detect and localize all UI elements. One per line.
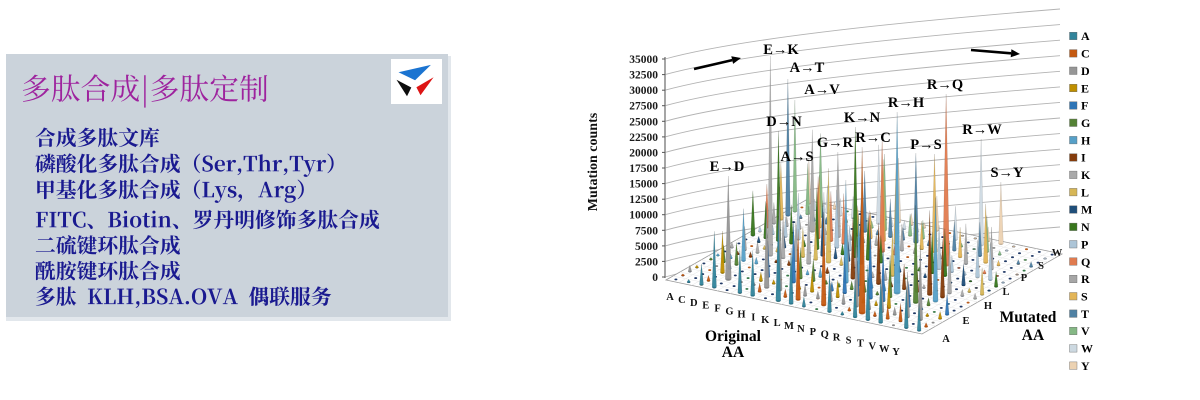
svg-text:A→S: A→S xyxy=(780,149,813,165)
svg-text:F: F xyxy=(714,304,720,315)
svg-text:P: P xyxy=(1021,273,1028,284)
svg-text:P: P xyxy=(810,327,817,338)
svg-text:R: R xyxy=(1081,272,1090,286)
svg-text:E→D: E→D xyxy=(710,159,745,175)
svg-text:C: C xyxy=(1081,47,1090,61)
svg-text:C: C xyxy=(678,295,686,306)
svg-text:K: K xyxy=(1081,168,1091,182)
svg-text:R→Q: R→Q xyxy=(927,77,963,93)
svg-text:K: K xyxy=(761,315,770,326)
svg-text:D→N: D→N xyxy=(766,114,802,130)
svg-text:22500: 22500 xyxy=(629,132,658,144)
svg-text:S: S xyxy=(1038,261,1044,272)
svg-text:P→S: P→S xyxy=(910,137,941,153)
svg-text:R→C: R→C xyxy=(855,130,890,146)
svg-text:AA: AA xyxy=(722,344,745,361)
svg-text:P: P xyxy=(1081,237,1088,251)
svg-text:A: A xyxy=(942,334,950,345)
svg-text:H: H xyxy=(984,301,992,312)
svg-text:E→K: E→K xyxy=(763,42,799,58)
svg-text:32500: 32500 xyxy=(629,70,658,82)
svg-text:H: H xyxy=(1081,133,1091,147)
svg-text:W: W xyxy=(1081,342,1093,356)
svg-text:Mutated: Mutated xyxy=(1000,309,1057,326)
svg-text:D: D xyxy=(690,298,698,309)
svg-text:17500: 17500 xyxy=(629,163,658,175)
svg-text:E: E xyxy=(962,316,969,327)
svg-text:Q: Q xyxy=(821,330,829,341)
svg-text:S: S xyxy=(846,336,852,347)
svg-text:27500: 27500 xyxy=(629,101,658,113)
svg-text:30000: 30000 xyxy=(629,85,658,97)
svg-text:W: W xyxy=(879,344,890,355)
svg-text:N: N xyxy=(1081,220,1090,234)
svg-text:Q: Q xyxy=(1081,255,1090,269)
svg-text:F: F xyxy=(1081,99,1088,113)
svg-text:L: L xyxy=(1081,185,1089,199)
svg-text:I: I xyxy=(1081,151,1086,165)
svg-text:T: T xyxy=(857,338,864,349)
svg-text:V: V xyxy=(869,341,877,352)
svg-text:Original: Original xyxy=(705,328,762,345)
svg-text:L: L xyxy=(1002,287,1009,298)
svg-text:R→H: R→H xyxy=(888,95,925,111)
svg-text:G→R: G→R xyxy=(817,135,854,151)
svg-text:L: L xyxy=(774,318,781,329)
svg-text:S: S xyxy=(1081,289,1088,303)
svg-text:A→T: A→T xyxy=(790,60,825,76)
svg-text:M: M xyxy=(1081,203,1092,217)
svg-text:W: W xyxy=(1052,248,1063,259)
svg-text:E: E xyxy=(1081,81,1089,95)
svg-text:T: T xyxy=(1081,307,1089,321)
svg-text:A: A xyxy=(1081,29,1090,43)
svg-text:G: G xyxy=(1081,116,1090,130)
svg-text:20000: 20000 xyxy=(629,147,658,159)
svg-text:Y: Y xyxy=(892,347,900,358)
svg-text:7500: 7500 xyxy=(635,225,658,237)
svg-text:25000: 25000 xyxy=(629,116,658,128)
svg-text:5000: 5000 xyxy=(635,241,658,253)
svg-text:15000: 15000 xyxy=(629,179,658,191)
svg-text:10000: 10000 xyxy=(629,210,658,222)
svg-text:G: G xyxy=(725,307,733,318)
svg-text:V: V xyxy=(1081,324,1090,338)
svg-text:H: H xyxy=(737,309,745,320)
svg-text:E: E xyxy=(702,301,709,312)
svg-text:M: M xyxy=(784,321,794,332)
svg-text:I: I xyxy=(751,312,755,323)
svg-text:S→Y: S→Y xyxy=(990,165,1024,181)
svg-text:A: A xyxy=(666,292,674,303)
svg-text:2500: 2500 xyxy=(635,256,658,268)
svg-text:D: D xyxy=(1081,64,1090,78)
svg-text:35000: 35000 xyxy=(629,54,658,66)
svg-text:R→W: R→W xyxy=(962,122,1002,138)
svg-text:Mutation counts: Mutation counts xyxy=(586,112,601,211)
svg-text:Y: Y xyxy=(1081,359,1090,373)
svg-text:12500: 12500 xyxy=(629,194,658,206)
svg-text:N: N xyxy=(797,324,805,335)
svg-text:A→V: A→V xyxy=(804,82,840,98)
svg-text:AA: AA xyxy=(1022,327,1045,344)
svg-text:0: 0 xyxy=(652,272,658,284)
svg-text:K→N: K→N xyxy=(844,110,881,126)
svg-text:R: R xyxy=(833,333,841,344)
